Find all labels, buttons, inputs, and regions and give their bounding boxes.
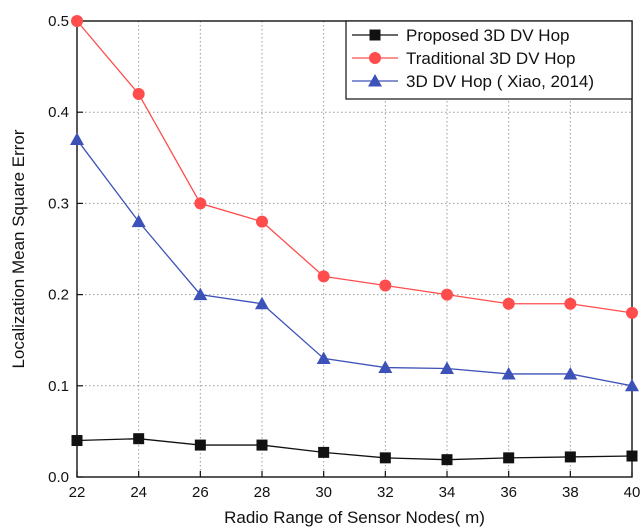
data-point [440,361,454,374]
series-layer [70,15,639,466]
data-point [503,452,515,464]
legend-marker [369,52,381,64]
x-tick-label: 40 [624,484,641,501]
data-point [379,279,392,292]
data-point [256,215,268,228]
data-point [193,287,208,301]
data-point [318,446,330,458]
data-point [70,132,84,146]
data-point [563,366,578,380]
x-tick-label: 28 [254,484,271,501]
data-point [626,450,638,462]
data-point [256,439,268,451]
series-square [71,433,638,466]
series-line [76,139,633,387]
legend-marker [369,29,381,41]
series-circle [71,15,638,319]
data-point [316,351,331,364]
y-axis-title: Localization Mean Square Error [9,129,28,368]
data-point [441,288,453,301]
data-point [564,451,576,463]
data-point [379,452,391,464]
data-point [194,197,207,210]
y-tick-label: 0.5 [48,13,69,30]
data-point [71,15,83,27]
legend: Proposed 3D DV Hop Traditional 3D DV Hop 3… [345,20,633,100]
data-point [502,297,515,310]
x-tick-label: 32 [377,484,394,501]
series-line [76,20,633,314]
x-tick-label: 30 [315,484,332,501]
data-point [71,435,83,447]
x-tick-label: 26 [192,484,209,501]
axes: 22 24 26 28 30 32 34 36 38 40 0.0 0.1 0.2 0.3 0.4 0.5 [48,13,640,501]
y-tick-label: 0.2 [48,287,69,304]
data-point [626,306,638,319]
legend-marker [368,74,382,87]
y-tick-label: 0.1 [48,378,69,395]
series-triangle [70,132,639,392]
series-line [76,438,633,461]
data-point [625,378,639,392]
legend-label: Proposed 3D DV Hop [406,26,569,45]
x-axis-title: Radio Range of Sensor Nodes( m) [224,508,485,527]
y-tick-label: 0.4 [48,104,69,121]
legend-box [345,20,633,100]
data-point [133,433,145,445]
data-point [441,454,453,466]
data-point [132,87,145,100]
legend-label: 3D DV Hop ( Xiao, 2014) [406,72,594,91]
y-tick-label: 0.0 [48,469,69,486]
data-point [501,366,516,380]
x-tick-label: 24 [130,484,147,501]
x-tick-label: 22 [69,484,86,501]
data-point [564,297,577,310]
data-point [131,214,146,228]
data-point [194,439,206,451]
data-point [378,360,393,374]
y-tick-label: 0.3 [48,195,69,212]
data-point [255,296,269,310]
x-tick-label: 36 [500,484,517,501]
legend-label: Traditional 3D DV Hop [406,49,575,68]
x-tick-label: 34 [439,484,456,501]
x-tick-label: 38 [562,484,579,501]
data-point [317,270,330,283]
